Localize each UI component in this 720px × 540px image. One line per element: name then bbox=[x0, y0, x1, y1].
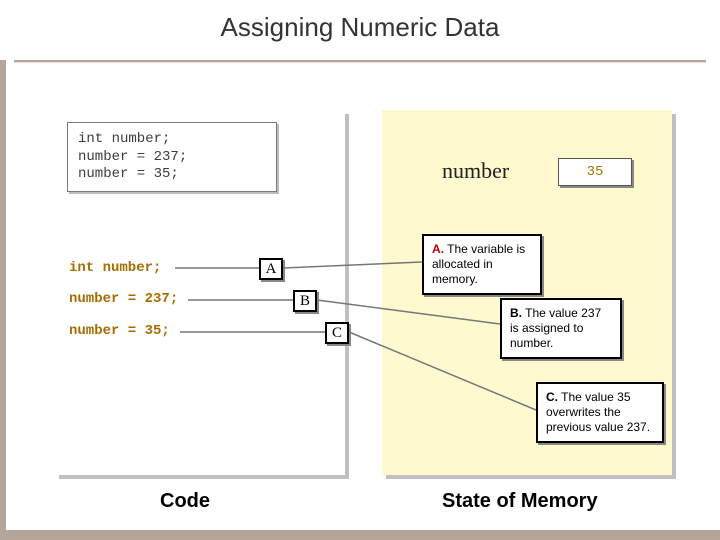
annotation-b-lead: B. bbox=[510, 306, 522, 320]
memory-cell: 35 bbox=[558, 158, 632, 186]
page-title: Assigning Numeric Data bbox=[0, 0, 720, 43]
code-line-declare: int number; bbox=[69, 260, 161, 276]
annotation-c-lead: C. bbox=[546, 390, 558, 404]
badge-c: C bbox=[325, 322, 349, 344]
footer-bar bbox=[0, 530, 720, 540]
annotation-a: A. The variable is allocated in memory. bbox=[422, 234, 542, 295]
annotation-b-text: The value 237 is assigned to number. bbox=[510, 306, 601, 350]
annotation-c: C. The value 35 overwrites the previous … bbox=[536, 382, 664, 443]
variable-label: number bbox=[442, 158, 509, 184]
annotation-a-lead: A. bbox=[432, 242, 444, 256]
caption-memory: State of Memory bbox=[442, 490, 598, 513]
code-block: int number; number = 237; number = 35; bbox=[67, 122, 277, 192]
accent-rule bbox=[14, 60, 706, 63]
badge-a: A bbox=[259, 258, 283, 280]
code-line-assign1: number = 237; bbox=[69, 291, 178, 307]
caption-code: Code bbox=[160, 490, 210, 513]
annotation-b: B. The value 237 is assigned to number. bbox=[500, 298, 622, 359]
accent-left bbox=[0, 60, 6, 530]
annotation-c-text: The value 35 overwrites the previous val… bbox=[546, 390, 650, 434]
code-line-assign2: number = 35; bbox=[69, 323, 170, 339]
badge-b: B bbox=[293, 290, 317, 312]
annotation-a-text: The variable is allocated in memory. bbox=[432, 242, 525, 286]
